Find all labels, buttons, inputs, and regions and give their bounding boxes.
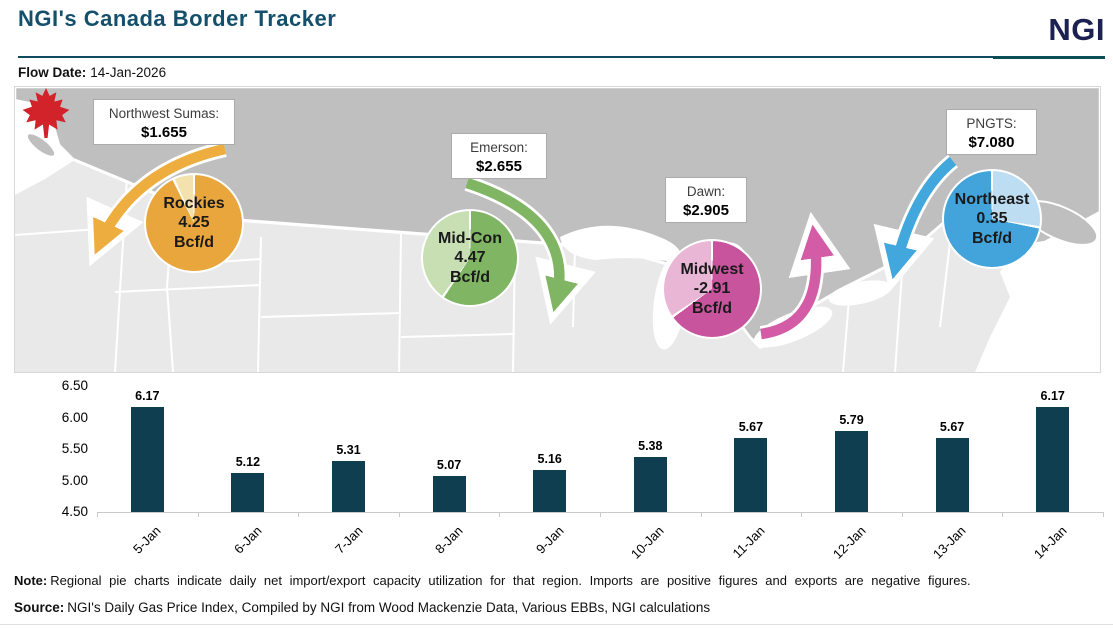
header-divider	[18, 56, 993, 58]
hub-name: Northwest Sumas:	[108, 106, 220, 121]
note-label: Note:	[14, 573, 48, 588]
y-tick-label: 4.50	[61, 504, 88, 519]
flow-date-value: 14-Jan-2026	[90, 65, 167, 80]
region-value: 4.25	[178, 214, 210, 232]
x-tick-mark	[398, 512, 400, 517]
x-tick-mark	[197, 512, 199, 517]
region-unit: Bcf/d	[174, 233, 214, 251]
region-unit: Bcf/d	[692, 299, 732, 317]
region-name: Mid-Con	[438, 229, 502, 247]
import-arrow-pngts	[883, 156, 957, 280]
x-tick-label: 11-Jan	[729, 523, 768, 562]
y-tick-label: 5.50	[61, 441, 88, 456]
x-tick-mark	[1103, 512, 1104, 517]
bar-10-Jan	[633, 456, 667, 512]
hub-label-emerson: Emerson: $2.655	[451, 133, 547, 179]
bar-value-label: 5.67	[738, 420, 764, 435]
maple-leaf-icon	[22, 88, 70, 138]
region-name: Rockies	[163, 194, 225, 212]
hub-price: $1.655	[141, 124, 187, 142]
source-text: Source: NGI's Daily Gas Price Index, Comp…	[14, 600, 711, 615]
x-tick-mark	[901, 512, 903, 517]
hub-price: $7.080	[968, 134, 1015, 152]
export-arrow-dawn	[760, 224, 834, 340]
bar-12-Jan	[835, 430, 868, 512]
ngi-logo: NGI	[993, 12, 1105, 59]
pie-northeast: Northeast 0.35 Bcf/d	[942, 169, 1042, 269]
x-tick-mark	[801, 512, 803, 517]
region-name: Northeast	[954, 190, 1030, 208]
source-label: Source:	[14, 600, 65, 615]
x-tick-mark	[97, 512, 98, 517]
vancouver-island	[26, 132, 56, 158]
bar-8-Jan	[432, 476, 466, 512]
bar-7-Jan	[332, 460, 365, 512]
hub-label-dawn: Dawn: $2.905	[665, 177, 747, 223]
bar-value-label: 5.16	[537, 452, 562, 467]
hub-label-pngts: PNGTS: $7.080	[946, 109, 1037, 155]
us-canada-map-panel: Northwest Sumas: $1.655 Emerson: $2.655 …	[14, 86, 1101, 373]
bar-14-Jan	[1036, 406, 1070, 512]
x-tick-label: 10-Jan	[628, 523, 667, 562]
hub-price: $2.905	[683, 202, 729, 220]
net-export-bar-chart: Net Export Total (Bcf/d) 6.506.005.505.0…	[0, 378, 1113, 568]
bar-value-label: 5.31	[336, 442, 361, 457]
flow-date-label: Flow Date:	[18, 65, 87, 80]
x-tick-label: 5-Jan	[130, 523, 164, 557]
bar-value-label: 6.17	[1040, 388, 1065, 403]
bar-value-label: 5.38	[638, 438, 663, 453]
region-value: 0.35	[976, 210, 1008, 228]
x-tick-label: 13-Jan	[929, 523, 969, 562]
plot-area: 6.17 5.12 5.31 5.07 5.16 5.38 5.67 5.79 5.67 6.17	[97, 386, 1104, 517]
x-tick-mark	[298, 512, 300, 517]
region-name: Midwest	[680, 260, 744, 278]
hub-name: Dawn:	[686, 184, 726, 199]
note-text: Note: Regional pie charts indicate daily …	[14, 573, 971, 588]
bar-value-label: 5.07	[436, 458, 462, 473]
x-tick-label: 6-Jan	[230, 523, 265, 557]
x-tick-mark	[499, 512, 501, 517]
bar-value-label: 5.67	[939, 420, 965, 435]
region-unit: Bcf/d	[450, 268, 490, 286]
bar-11-Jan	[734, 438, 768, 512]
x-tick-mark	[600, 512, 601, 517]
bar-13-Jan	[935, 438, 969, 512]
x-tick-mark	[700, 512, 702, 517]
hub-price: $2.655	[476, 158, 522, 176]
hub-label-northwest-sumas: Northwest Sumas: $1.655	[93, 99, 235, 145]
region-value: -2.91	[693, 280, 731, 298]
y-tick-label: 5.00	[61, 472, 88, 488]
flow-arrows	[86, 141, 959, 342]
export-arrow-emerson	[465, 178, 578, 313]
x-tick-label: 9-Jan	[532, 523, 567, 557]
export-arrow-northwest	[93, 143, 227, 255]
bar-value-label: 5.79	[839, 412, 864, 427]
flow-date: Flow Date: 14-Jan-2026	[18, 65, 166, 80]
x-tick-label: 12-Jan	[829, 523, 869, 562]
pie-midwest: Midwest -2.91 Bcf/d	[662, 239, 762, 339]
pie-mid-con: Mid-Con 4.47 Bcf/d	[421, 209, 519, 307]
x-tick-label: 14-Jan	[1030, 523, 1070, 562]
region-unit: Bcf/d	[972, 229, 1012, 247]
x-tick-label: 8-Jan	[432, 523, 466, 557]
page-title: NGI's Canada Border Tracker	[18, 6, 337, 31]
y-tick-label: 6.00	[61, 409, 88, 425]
hub-name: Emerson:	[470, 140, 528, 155]
bar-value-label: 6.17	[135, 388, 160, 403]
bar-5-Jan	[130, 406, 164, 512]
x-tick-label: 7-Jan	[331, 523, 366, 557]
hub-name: PNGTS:	[966, 116, 1017, 131]
y-tick-label: 6.50	[61, 378, 88, 393]
bar-9-Jan	[533, 470, 567, 512]
bar-6-Jan	[231, 472, 265, 512]
pie-rockies: Rockies 4.25 Bcf/d	[144, 173, 244, 273]
bar-value-label: 5.12	[235, 454, 261, 469]
region-value: 4.47	[454, 249, 486, 267]
x-tick-mark	[1002, 512, 1004, 517]
bottom-divider	[0, 624, 1113, 625]
